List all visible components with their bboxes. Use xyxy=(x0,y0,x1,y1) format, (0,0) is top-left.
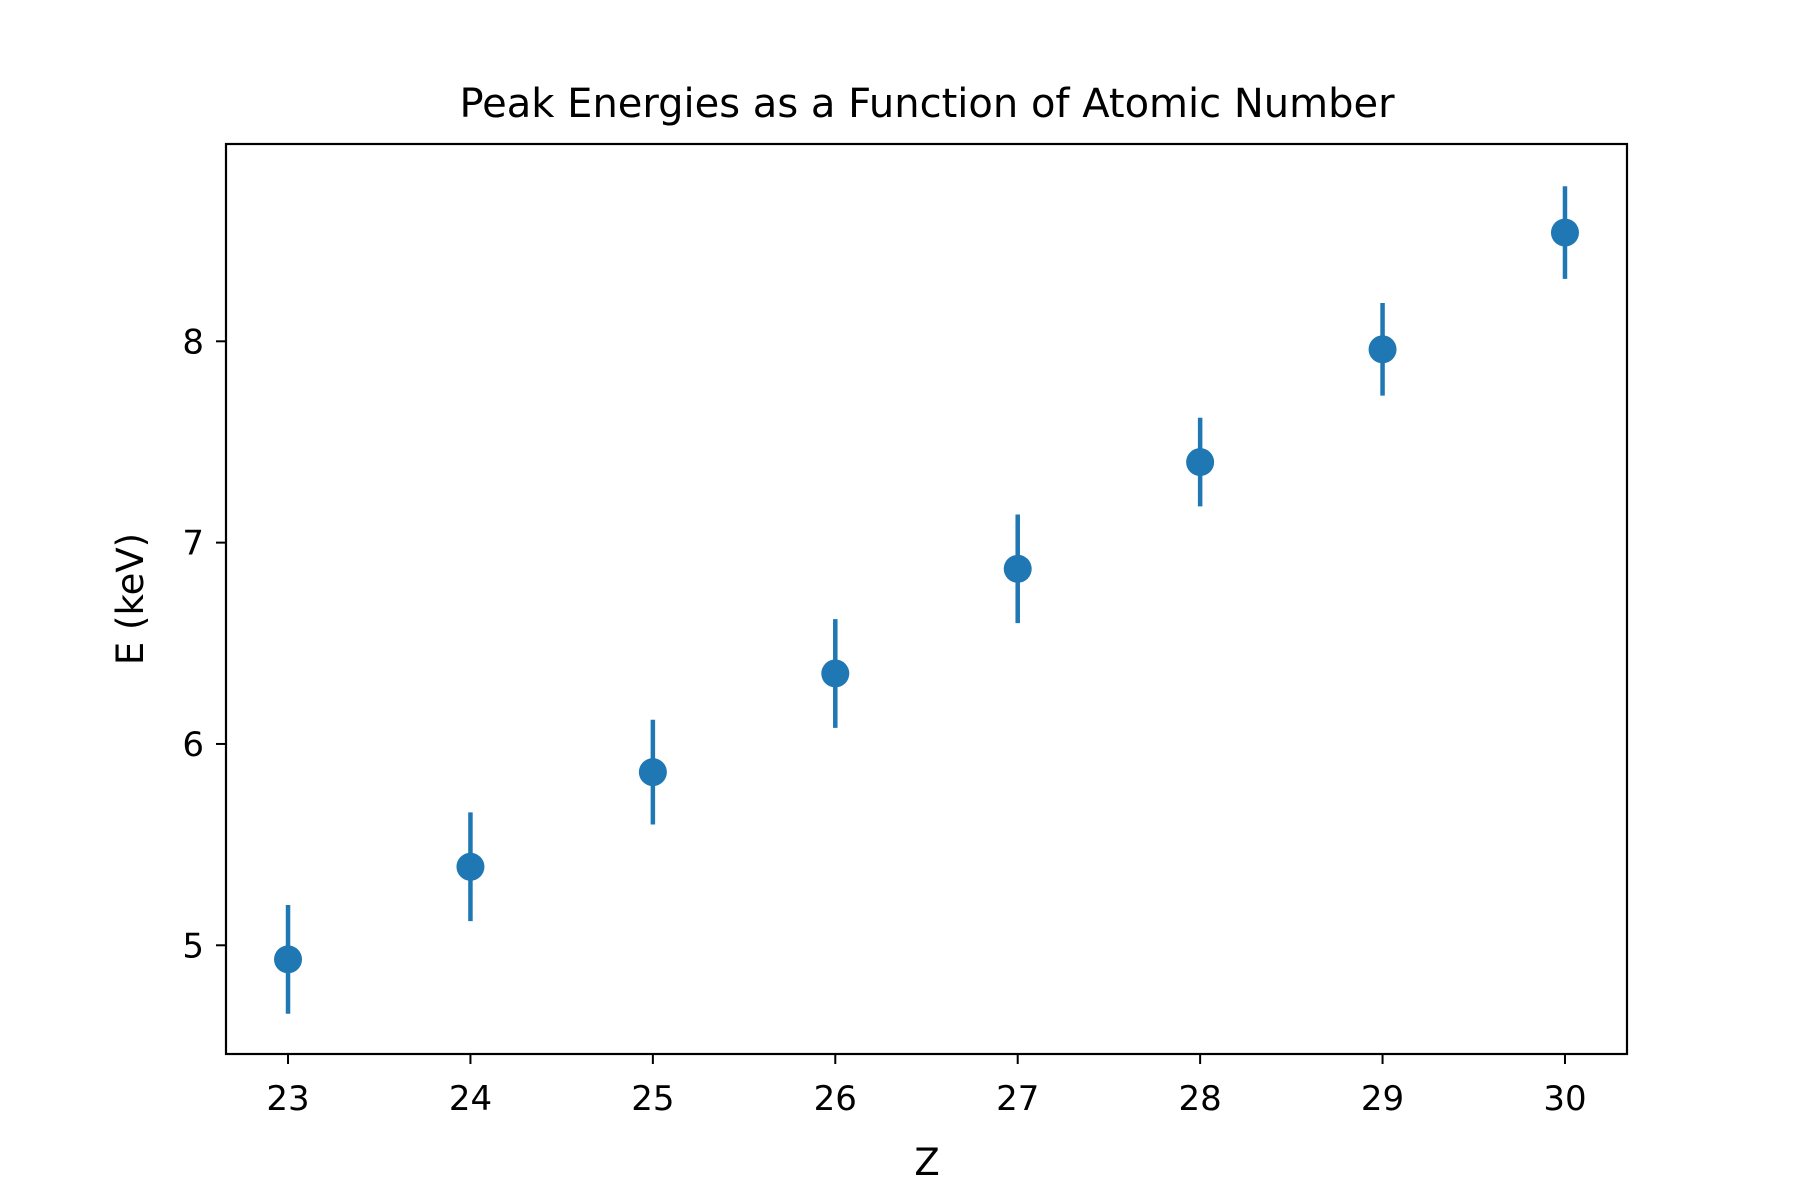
x-tick-label: 26 xyxy=(814,1079,857,1119)
plot-area xyxy=(274,186,1579,1014)
x-tick-label: 25 xyxy=(631,1079,674,1119)
plot-frame xyxy=(224,142,1629,1056)
y-tick-label: 5 xyxy=(182,926,204,966)
x-axis-ticks: 23 24 25 26 27 28 29 30 xyxy=(266,1054,1587,1119)
x-tick-label: 29 xyxy=(1361,1079,1404,1119)
x-tick-label: 27 xyxy=(996,1079,1039,1119)
y-tick-label: 6 xyxy=(182,725,204,765)
x-tick-label: 24 xyxy=(449,1079,492,1119)
data-point xyxy=(456,852,485,881)
chart-title: Peak Energies as a Function of Atomic Nu… xyxy=(459,81,1395,127)
x-tick-label: 23 xyxy=(266,1079,309,1119)
data-point xyxy=(1186,448,1215,477)
data-point xyxy=(1550,218,1579,247)
data-point xyxy=(638,758,667,787)
data-point xyxy=(274,945,303,974)
x-tick-label: 28 xyxy=(1179,1079,1222,1119)
data-point xyxy=(821,659,850,688)
data-point xyxy=(1003,554,1032,583)
y-axis-label: E (keV) xyxy=(109,533,152,665)
y-axis-ticks: 5 6 7 8 xyxy=(182,322,226,966)
data-point xyxy=(1368,335,1397,364)
x-axis-label: Z xyxy=(914,1141,939,1184)
y-tick-label: 8 xyxy=(182,322,204,362)
x-tick-label: 30 xyxy=(1543,1079,1586,1119)
y-tick-label: 7 xyxy=(182,524,204,564)
